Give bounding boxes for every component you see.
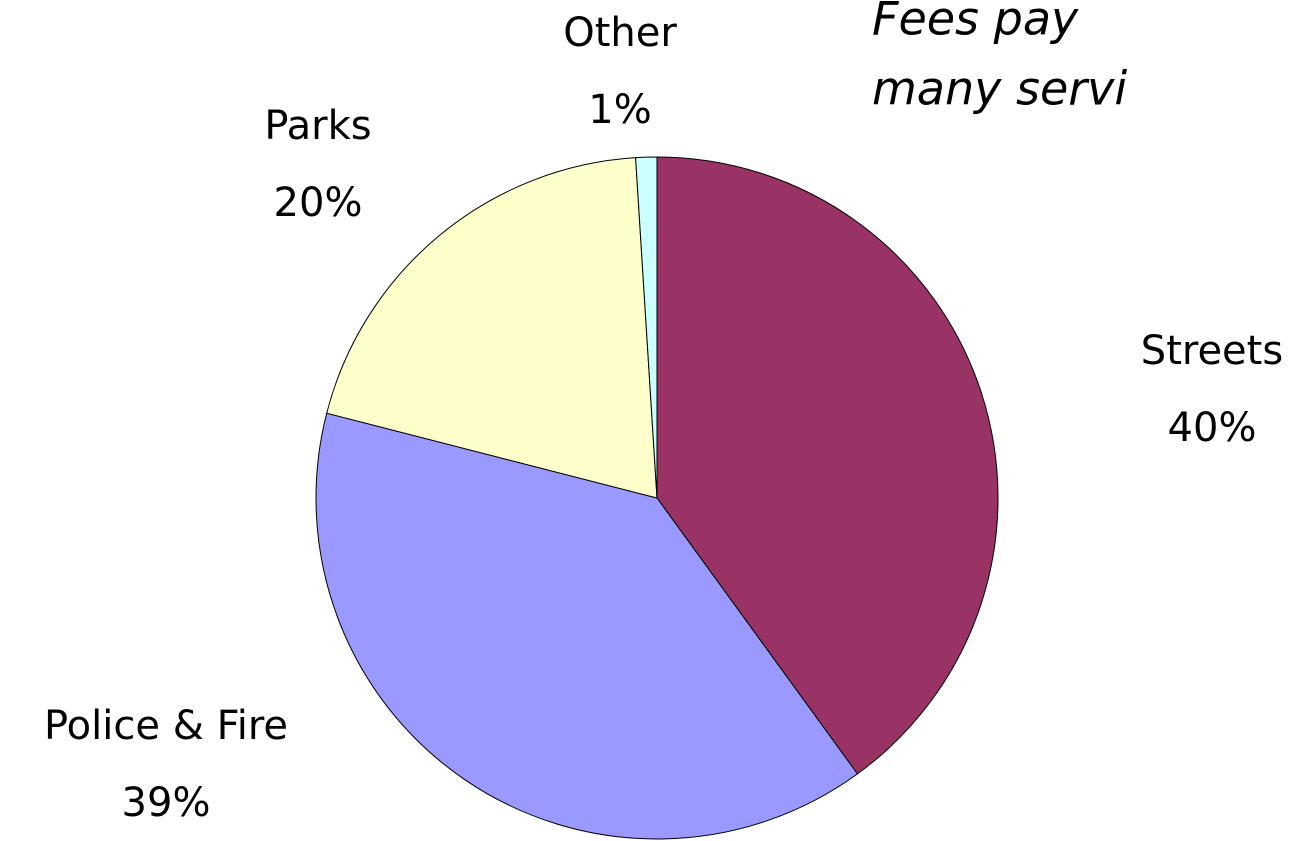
- slice-value-label: 20%: [274, 180, 363, 226]
- slice-value-label: 39%: [122, 780, 211, 826]
- slice-label: Other: [563, 10, 677, 56]
- chart-title: many servi: [872, 62, 1127, 116]
- slice-label: Streets: [1141, 328, 1283, 374]
- pie-slice: [635, 156, 658, 499]
- chart-title: Fees pay: [872, 0, 1079, 46]
- slice-value-label: 40%: [1168, 405, 1257, 451]
- pie-slice: [326, 157, 658, 499]
- slice-label: Parks: [264, 103, 371, 149]
- pie-slice: [656, 156, 999, 775]
- slice-label: Police & Fire: [44, 703, 288, 749]
- pie-slice: [315, 412, 859, 840]
- slice-value-label: 1%: [588, 87, 651, 133]
